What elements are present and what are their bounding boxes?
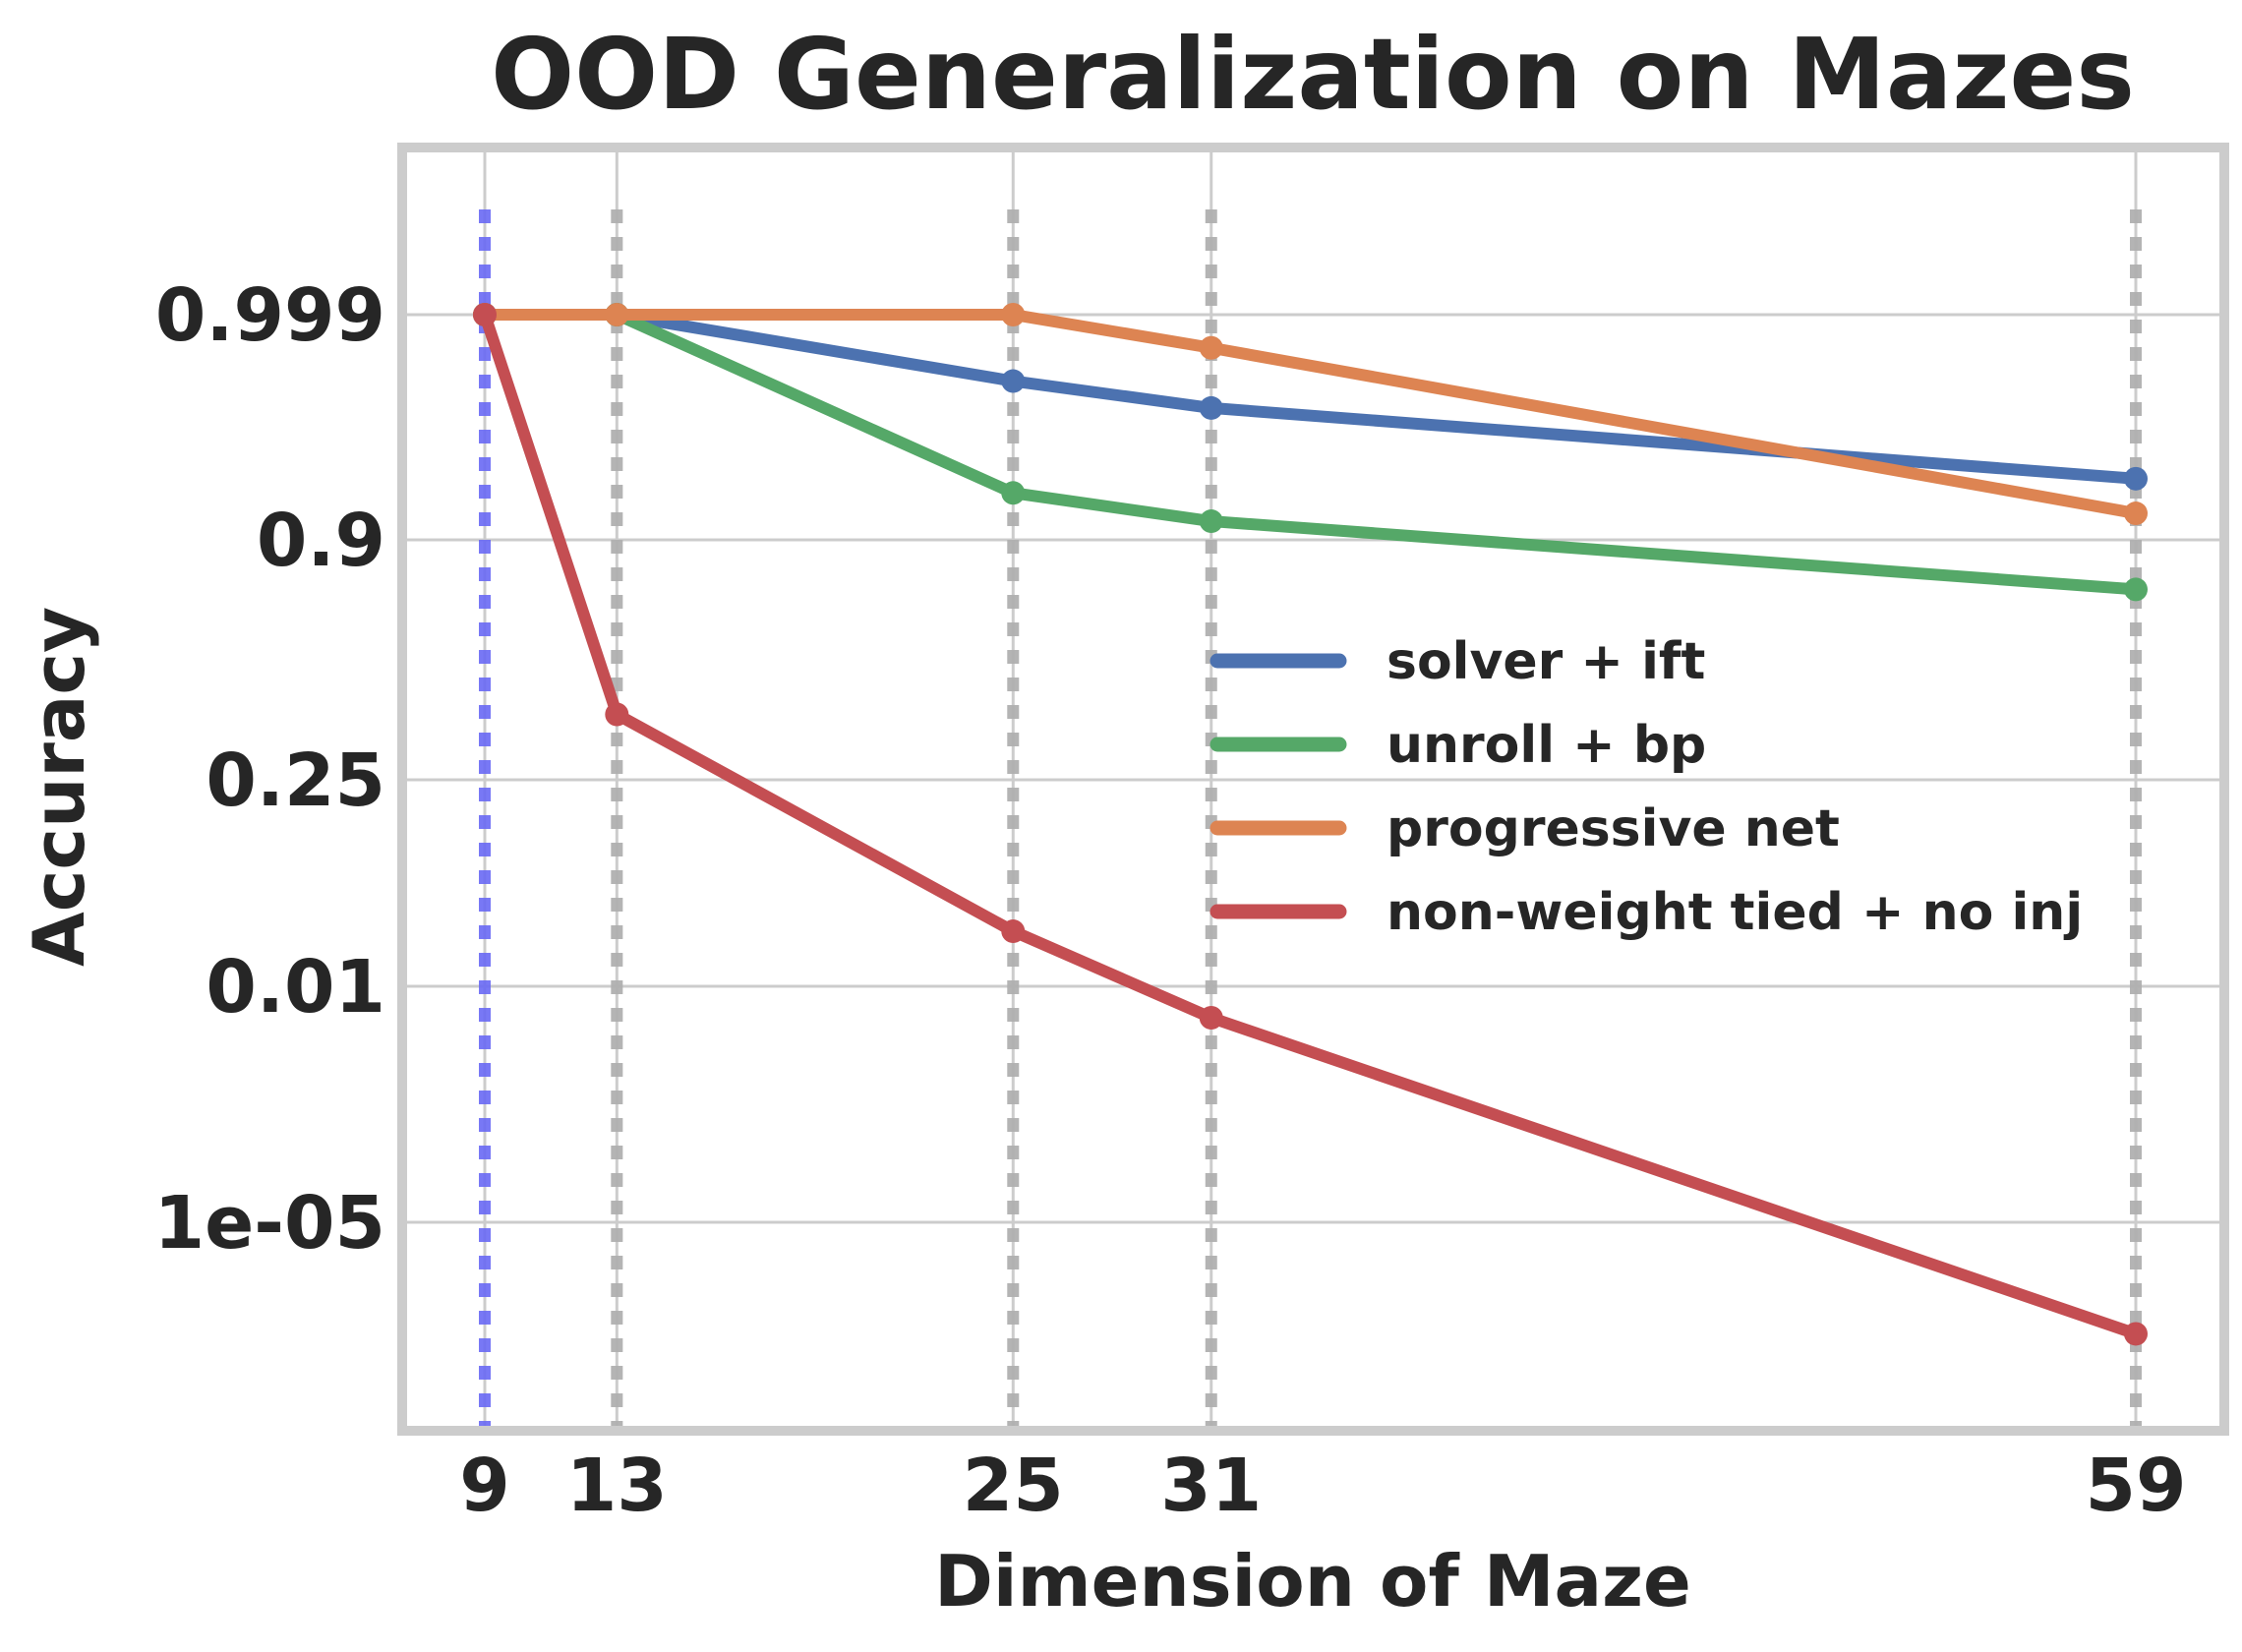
data-point bbox=[605, 702, 629, 727]
data-point bbox=[473, 303, 497, 326]
data-point bbox=[1199, 509, 1223, 534]
x-tick-label: 31 bbox=[1160, 1444, 1262, 1528]
x-tick-label: 59 bbox=[2086, 1444, 2187, 1528]
data-point bbox=[1001, 919, 1026, 944]
x-tick-label: 25 bbox=[963, 1444, 1064, 1528]
legend-label: progressive net bbox=[1386, 799, 1840, 858]
series-line bbox=[479, 309, 2142, 596]
legend-label: unroll + bp bbox=[1386, 716, 1706, 775]
data-point bbox=[1001, 369, 1026, 393]
legend: solver + ift unroll + bp progressive net no… bbox=[1210, 632, 2083, 942]
data-point bbox=[1001, 481, 1026, 505]
data-point bbox=[2124, 577, 2148, 602]
legend-label: solver + ift bbox=[1386, 632, 1705, 691]
data-point bbox=[605, 303, 629, 326]
data-point bbox=[1001, 303, 1026, 326]
x-tick-labels: 9 13 25 31 59 bbox=[459, 1444, 2186, 1528]
x-axis-label: Dimension of Maze bbox=[934, 1540, 1691, 1622]
data-point bbox=[1199, 1005, 1223, 1030]
data-point bbox=[1199, 335, 1223, 360]
y-tick-label: 0.9 bbox=[257, 499, 385, 583]
series-layer bbox=[473, 303, 2148, 1346]
y-tick-label: 0.999 bbox=[155, 273, 385, 358]
data-point bbox=[2124, 466, 2148, 491]
x-tick-label: 9 bbox=[459, 1444, 510, 1528]
data-point bbox=[2124, 1322, 2148, 1346]
y-tick-labels: 0.999 0.9 0.25 0.01 1e-05 bbox=[154, 273, 385, 1266]
legend-label: non-weight tied + no inj bbox=[1386, 883, 2083, 942]
y-tick-label: 0.25 bbox=[206, 738, 385, 823]
y-tick-label: 0.01 bbox=[206, 945, 385, 1030]
series-line bbox=[479, 309, 2142, 485]
chart-title: OOD Generalization on Mazes bbox=[491, 17, 2135, 132]
y-axis-label: Accuracy bbox=[18, 607, 100, 967]
plot-frame bbox=[397, 143, 2229, 1436]
data-point bbox=[2124, 502, 2148, 526]
x-tick-label: 13 bbox=[566, 1444, 668, 1528]
data-point bbox=[1199, 395, 1223, 420]
y-tick-label: 1e-05 bbox=[154, 1181, 385, 1266]
